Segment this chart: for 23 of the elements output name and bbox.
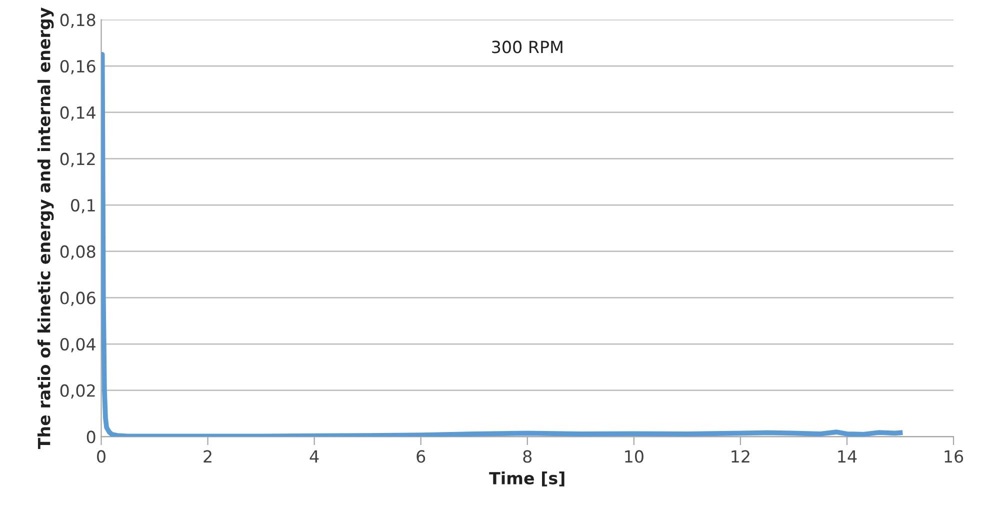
x-tick-label: 0	[97, 450, 106, 463]
x-tick-label: 16	[944, 450, 964, 463]
y-tick-label: 0,16	[60, 60, 96, 74]
line-series	[101, 52, 903, 437]
text: 300 RPM	[492, 40, 562, 54]
x-tick-label: 10	[625, 450, 644, 463]
x-axis-title: Time [s]	[489, 472, 564, 486]
x-tick-label: 6	[416, 450, 426, 463]
x-tick-label: 8	[523, 450, 532, 463]
y-tick-label: 0,14	[60, 106, 96, 121]
y-tick-label: 0,04	[60, 338, 96, 352]
y-tick-label: 0,08	[60, 245, 96, 260]
x-tick-label: 14	[838, 450, 857, 463]
x-tick-label: 4	[310, 450, 319, 463]
y-axis-title: The ratio of kinetic energy and internal energy	[37, 8, 54, 450]
y-tick-label: 0,18	[60, 14, 96, 28]
x-tick-label: 2	[204, 450, 212, 463]
y-tick-label: 0,02	[60, 384, 95, 399]
y-tick-label: 0,1	[70, 198, 95, 214]
y-tick-label: 0,12	[60, 152, 95, 167]
y-tick-label: 0	[86, 430, 96, 444]
y-tick-label: 0,06	[60, 292, 96, 306]
x-tick-label: 12	[732, 450, 750, 463]
